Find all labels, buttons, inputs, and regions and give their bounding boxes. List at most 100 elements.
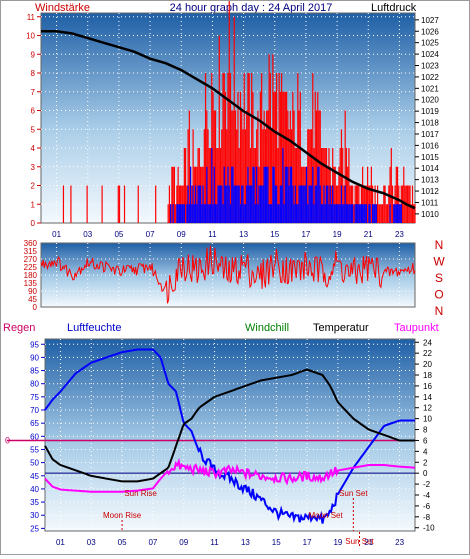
humidity-tick-label: 35 <box>30 498 39 507</box>
humidity-tick-label: 70 <box>30 406 39 415</box>
legend-taupunkt: Taupunkt <box>394 322 439 334</box>
temp-tick-label: 22 <box>423 349 432 358</box>
wind-axis-label: Windstärke <box>35 2 90 14</box>
hour-tick-label: 19 <box>333 538 342 547</box>
temp-tick-label: 24 <box>423 338 432 347</box>
hour-tick-label: 05 <box>114 230 123 239</box>
wind-tick-label: 10 <box>26 32 35 41</box>
temp-tick-label: -10 <box>423 524 435 533</box>
hour-tick-label: 15 <box>272 538 281 547</box>
compass-label: S <box>435 271 443 285</box>
chart-title: 24 hour graph day : 24 April 2017 <box>170 2 333 14</box>
wind-left-ticks: 0 1 2 3 4 5 6 7 8 9 10 11 <box>26 13 41 228</box>
temp-tick-label: 0 <box>423 469 428 478</box>
pressure-tick-label: 1012 <box>421 187 439 196</box>
pressure-tick-label: 1014 <box>421 164 439 173</box>
direction-tick-label: 360 <box>24 239 38 248</box>
wind-grid <box>41 13 415 223</box>
hour-tick-label: 01 <box>56 538 65 547</box>
humidity-left-ticks: 25 30 35 40 45 50 55 60 65 70 75 80 85 90 95 <box>30 340 45 533</box>
hour-tick-label: 23 <box>395 230 404 239</box>
direction-tick-label: 180 <box>24 271 38 280</box>
temp-tick-label: -4 <box>423 491 431 500</box>
humidity-tick-label: 65 <box>30 419 39 428</box>
pressure-tick-label: 1019 <box>421 107 439 116</box>
temp-tick-label: -2 <box>423 480 431 489</box>
temp-tick-label: 10 <box>423 415 432 424</box>
wind-tick-label: 0 <box>31 219 36 228</box>
hour-tick-label: 03 <box>83 230 92 239</box>
temp-tick-label: 8 <box>423 426 428 435</box>
compass-label: O <box>434 288 443 302</box>
wind-tick-label: 5 <box>31 125 36 134</box>
wind-tick-label: 7 <box>31 88 36 97</box>
pressure-tick-label: 1026 <box>421 27 439 36</box>
rain-zero-label: 0 <box>5 435 10 445</box>
temp-tick-label: 2 <box>423 458 428 467</box>
pressure-line <box>41 30 416 210</box>
wind-tick-label: 9 <box>31 50 36 59</box>
temp-tick-label: 12 <box>423 404 432 413</box>
temp-tick-label: 18 <box>423 371 432 380</box>
temp-tick-label: 4 <box>423 447 428 456</box>
temp-tick-label: -8 <box>423 513 431 522</box>
hour-tick-label: 11 <box>208 230 217 239</box>
temp-tick-label: 6 <box>423 436 428 445</box>
legend-windchill: Windchill <box>245 322 289 334</box>
astro-label: Sun Set <box>339 489 368 498</box>
series-line-taupunkt <box>44 457 416 493</box>
astro-label: Sun Rise <box>124 489 157 498</box>
humidity-tick-label: 50 <box>30 459 39 468</box>
humidity-tick-label: 45 <box>30 472 39 481</box>
legend-temperatur: Temperatur <box>313 322 369 334</box>
hour-tick-label: 17 <box>301 230 310 239</box>
hour-tick-label: 21 <box>364 538 373 547</box>
humidity-tick-label: 75 <box>30 393 39 402</box>
wind-tick-label: 4 <box>31 144 36 153</box>
pressure-tick-label: 1016 <box>421 141 439 150</box>
hour-tick-label: 11 <box>210 538 219 547</box>
humidity-tick-label: 25 <box>30 524 39 533</box>
astro-label: Moon Set <box>308 511 343 520</box>
direction-tick-label: 0 <box>33 303 38 312</box>
wind-tick-label: 1 <box>31 200 36 209</box>
hour-tick-label: 09 <box>177 230 186 239</box>
wind-tick-label: 2 <box>31 182 36 191</box>
humidity-tick-label: 85 <box>30 367 39 376</box>
hour-tick-label: 13 <box>239 230 248 239</box>
legend-regen: Regen <box>3 322 35 334</box>
mean-wind-bars <box>170 148 402 223</box>
hour-tick-label: 05 <box>118 538 127 547</box>
pressure-tick-label: 1027 <box>421 16 439 25</box>
wind-tick-label: 3 <box>31 163 36 172</box>
compass-label: N <box>435 238 444 252</box>
wind-tick-label: 8 <box>31 69 36 78</box>
hour-tick-label: 13 <box>241 538 250 547</box>
direction-tick-label: 225 <box>24 263 38 272</box>
pressure-tick-label: 1023 <box>421 62 439 71</box>
temp-tick-label: 14 <box>423 393 432 402</box>
pressure-tick-label: 1017 <box>421 130 439 139</box>
humidity-tick-label: 80 <box>30 380 39 389</box>
direction-tick-label: 90 <box>28 287 37 296</box>
wind-tick-label: 6 <box>31 107 36 116</box>
pressure-tick-label: 1013 <box>421 176 439 185</box>
hour-tick-label: 01 <box>52 230 61 239</box>
bottom-x-ticks: 01 03 05 07 09 11 13 15 17 19 21 23 <box>56 538 405 547</box>
temp-tick-label: 20 <box>423 360 432 369</box>
pressure-right-ticks: 1010 1011 1012 1013 1014 1015 1016 1017 1018 1019… <box>415 16 439 219</box>
pressure-tick-label: 1015 <box>421 153 439 162</box>
hour-tick-label: 03 <box>87 538 96 547</box>
pressure-tick-label: 1011 <box>421 198 439 207</box>
humidity-tick-label: 30 <box>30 511 39 520</box>
hour-tick-label: 09 <box>179 538 188 547</box>
pressure-tick-label: 1010 <box>421 210 439 219</box>
temp-tick-label: 16 <box>423 382 432 391</box>
temp-tick-label: -6 <box>423 502 431 511</box>
hour-tick-label: 15 <box>270 230 279 239</box>
direction-tick-label: 135 <box>24 279 38 288</box>
